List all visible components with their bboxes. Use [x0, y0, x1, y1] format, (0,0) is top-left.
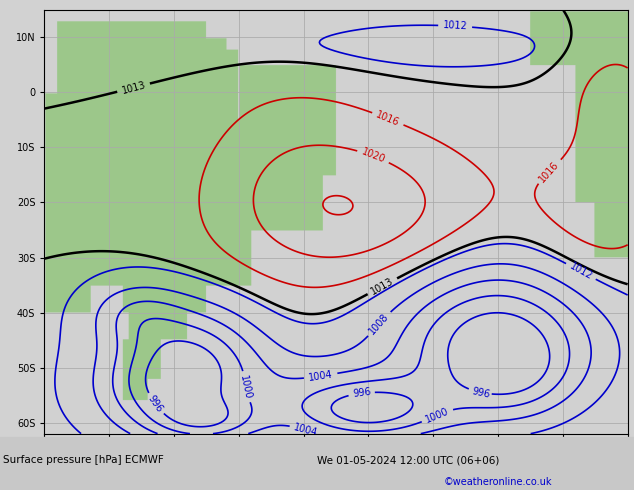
Text: 1008: 1008 — [367, 311, 391, 336]
Text: 1004: 1004 — [293, 422, 319, 438]
Text: Surface pressure [hPa] ECMWF: Surface pressure [hPa] ECMWF — [3, 455, 164, 465]
Text: 1004: 1004 — [307, 369, 333, 383]
Text: 1012: 1012 — [443, 21, 468, 32]
Text: 1016: 1016 — [538, 159, 561, 184]
Text: 1000: 1000 — [238, 374, 253, 400]
Text: 1013: 1013 — [120, 80, 146, 96]
Text: 1020: 1020 — [360, 147, 387, 165]
Text: 1016: 1016 — [375, 109, 401, 128]
Text: 996: 996 — [352, 387, 372, 399]
Text: 1012: 1012 — [567, 261, 594, 282]
Text: 996: 996 — [146, 393, 165, 414]
Text: ©weatheronline.co.uk: ©weatheronline.co.uk — [444, 477, 552, 487]
Text: 1000: 1000 — [424, 406, 451, 424]
Text: We 01-05-2024 12:00 UTC (06+06): We 01-05-2024 12:00 UTC (06+06) — [317, 455, 500, 465]
Text: 996: 996 — [472, 386, 491, 399]
Text: 1013: 1013 — [369, 276, 396, 296]
